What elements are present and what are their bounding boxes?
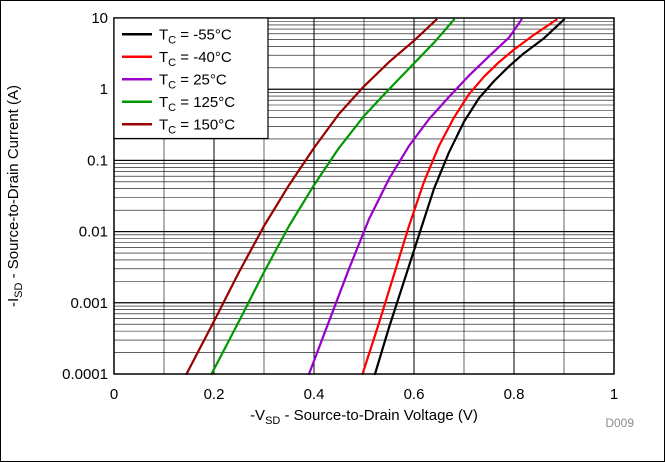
- legend-label: TC = -55°C: [159, 26, 232, 46]
- x-axis-label: -VSD - Source-to-Drain Voltage (V): [250, 407, 478, 427]
- series-line-t-c-150-c: [185, 18, 438, 376]
- legend-label-prefix: T: [159, 71, 168, 88]
- y-tick-label: 0.0001: [62, 366, 108, 383]
- x-tick-label: 0.6: [404, 386, 425, 403]
- y-tick-label: 10: [91, 10, 108, 27]
- legend-label-suffix: = -40°C: [176, 49, 232, 66]
- x-tick-label: 0: [110, 386, 118, 403]
- y-tick-label: 1: [100, 81, 108, 98]
- y-axis-label-suffix: - Source-to-Drain Current (A): [5, 85, 22, 283]
- y-axis-label: -ISD - Source-to-Drain Current (A): [5, 85, 25, 307]
- legend-label-prefix: T: [159, 116, 168, 133]
- legend-label: TC = 125°C: [159, 94, 235, 114]
- legend-label-subscript: C: [168, 57, 176, 69]
- plot-area-border: [113, 17, 615, 375]
- series-line-t-c-40-c: [361, 18, 558, 376]
- x-tick-label: 0.8: [504, 386, 525, 403]
- x-axis-label-suffix: - Source-to-Drain Voltage (V): [280, 407, 478, 424]
- legend-label: TC = -40°C: [159, 49, 232, 69]
- legend-label-suffix: = 150°C: [176, 116, 235, 133]
- legend-label-prefix: T: [159, 94, 168, 111]
- legend-label-suffix: = 125°C: [176, 94, 235, 111]
- legend-label-subscript: C: [168, 102, 176, 114]
- y-axis-label-prefix: -I: [5, 298, 22, 307]
- legend-label-subscript: C: [168, 79, 176, 91]
- y-tick-label: 0.1: [87, 152, 108, 169]
- legend-label-subscript: C: [168, 124, 176, 136]
- x-axis-label-prefix: -V: [250, 407, 265, 424]
- y-axis-label-subscript: SD: [13, 282, 25, 297]
- y-axis-ticks: 0.0001 0.001 0.01 0.1 1 10: [62, 10, 108, 383]
- legend-label-subscript: C: [168, 34, 176, 46]
- legend-label-prefix: T: [159, 49, 168, 66]
- series-line-t-c-55-c: [373, 18, 566, 376]
- y-tick-label: 0.001: [70, 295, 108, 312]
- x-tick-label: 1: [610, 386, 618, 403]
- y-tick-label: 0.01: [79, 224, 108, 241]
- series-lines: [185, 18, 566, 376]
- legend: TC = -55°CTC = -40°CTC = 25°CTC = 125°CT…: [113, 17, 269, 140]
- figure-code: D009: [605, 416, 634, 430]
- series-line-t-c-125-c: [210, 18, 456, 376]
- legend-label: TC = 150°C: [159, 116, 235, 136]
- series-line-t-c-25-c: [307, 18, 523, 376]
- legend-label: TC = 25°C: [159, 71, 227, 91]
- legend-label-suffix: = -55°C: [176, 26, 232, 43]
- legend-label-suffix: = 25°C: [176, 71, 227, 88]
- x-axis-ticks: 0 0.2 0.4 0.6 0.8 1: [110, 386, 618, 403]
- legend-label-prefix: T: [159, 26, 168, 43]
- x-tick-label: 0.4: [304, 386, 325, 403]
- x-axis-label-subscript: SD: [265, 415, 280, 427]
- x-tick-label: 0.2: [204, 386, 225, 403]
